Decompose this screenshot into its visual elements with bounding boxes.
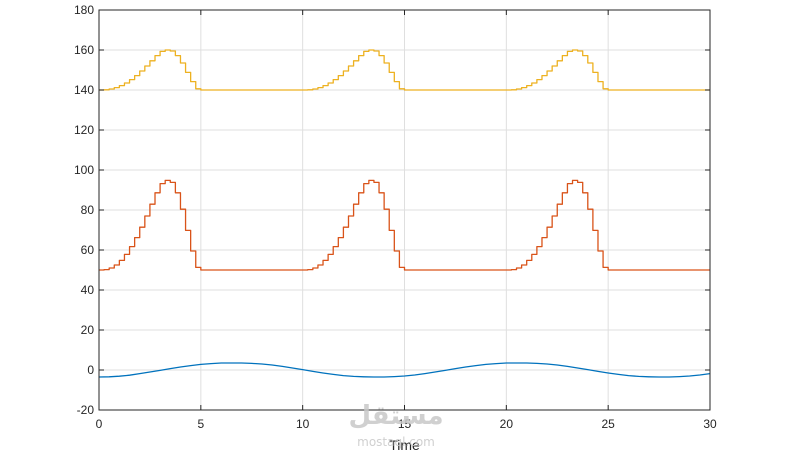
y-tick-label: 180 xyxy=(74,3,94,17)
y-tick-label: 120 xyxy=(74,123,94,137)
series-layer xyxy=(98,49,711,378)
x-tick-labels: 0 5 10 15 20 25 30 xyxy=(96,417,717,431)
y-tick-label: 40 xyxy=(81,283,95,297)
y-tick-labels: -20 0 20 40 60 80 100 120 140 160 180 xyxy=(74,3,94,417)
y-tick-label: 80 xyxy=(81,203,95,217)
y-tick-label: 0 xyxy=(87,363,94,377)
x-tick-label: 10 xyxy=(296,417,310,431)
y-tick-label: 140 xyxy=(74,83,94,97)
y-tick-label: 20 xyxy=(81,323,95,337)
x-tick-label: 5 xyxy=(197,417,204,431)
y-tick-label: 60 xyxy=(81,243,95,257)
series-line-3 xyxy=(98,362,711,378)
y-tick-label: 100 xyxy=(74,163,94,177)
y-tick-label: -20 xyxy=(77,403,95,417)
series-line-2 xyxy=(99,179,710,271)
mostaql-watermark: مستقل mostaql.com xyxy=(348,401,443,449)
x-tick-label: 25 xyxy=(601,417,615,431)
axis-ticks xyxy=(98,9,711,411)
x-tick-label: 30 xyxy=(703,417,717,431)
grid-lines xyxy=(98,9,711,411)
x-axis-label: Time xyxy=(389,437,420,453)
x-tick-label: 20 xyxy=(500,417,514,431)
y-tick-label: 160 xyxy=(74,43,94,57)
series-line-1 xyxy=(99,49,710,91)
watermark-site: mostaql.com xyxy=(357,435,435,449)
x-tick-label: 15 xyxy=(398,417,412,431)
x-tick-label: 0 xyxy=(96,417,103,431)
watermark-logo: مستقل xyxy=(348,401,443,431)
